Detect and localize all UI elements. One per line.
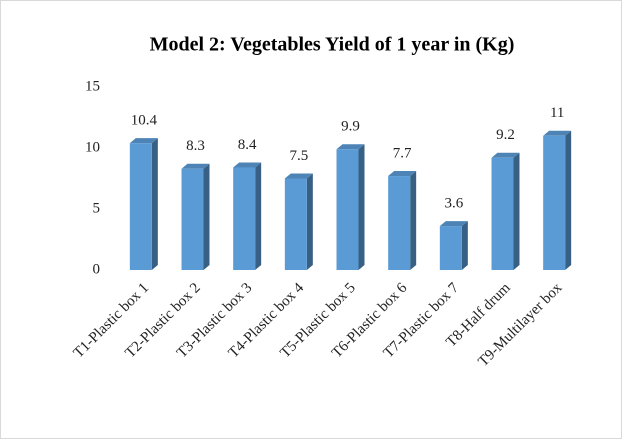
bar-top [491, 152, 520, 158]
bar [388, 176, 411, 270]
bar [129, 143, 152, 270]
bar-side [410, 171, 417, 270]
y-tick-label: 0 [93, 261, 101, 277]
data-label: 9.2 [496, 127, 515, 143]
bar-top [284, 173, 313, 179]
bar-side [203, 163, 210, 270]
chart-title: Model 2: Vegetables Yield of 1 year in (… [150, 34, 515, 56]
data-label: 8.3 [186, 138, 205, 154]
bar [336, 149, 359, 270]
data-label: 9.9 [341, 119, 360, 135]
bar-top [543, 130, 572, 136]
bar-top [388, 171, 417, 177]
bar [543, 135, 566, 270]
bar [439, 226, 462, 270]
data-label: 3.6 [444, 196, 463, 212]
bar-top [233, 162, 262, 168]
data-label: 7.7 [393, 145, 412, 161]
bar [284, 178, 307, 270]
bar-top [439, 221, 468, 227]
data-label: 11 [550, 105, 564, 121]
y-tick-label: 10 [85, 139, 100, 155]
bar-top [129, 138, 158, 144]
bar-side [151, 138, 158, 270]
bar-side [306, 173, 313, 270]
y-tick-label: 15 [85, 78, 100, 94]
y-tick-label: 5 [93, 200, 101, 216]
bar-side [513, 152, 520, 270]
bar-side [565, 130, 572, 270]
bar-side [255, 162, 262, 270]
bar-top [181, 163, 210, 169]
data-label: 8.4 [238, 137, 257, 153]
bar-top [336, 144, 365, 150]
bar [181, 168, 204, 270]
bar-side [461, 221, 468, 270]
data-label: 7.5 [289, 148, 308, 164]
bar-side [358, 144, 365, 270]
data-label: 10.4 [131, 113, 158, 129]
bar [233, 167, 256, 270]
bar [491, 157, 514, 270]
